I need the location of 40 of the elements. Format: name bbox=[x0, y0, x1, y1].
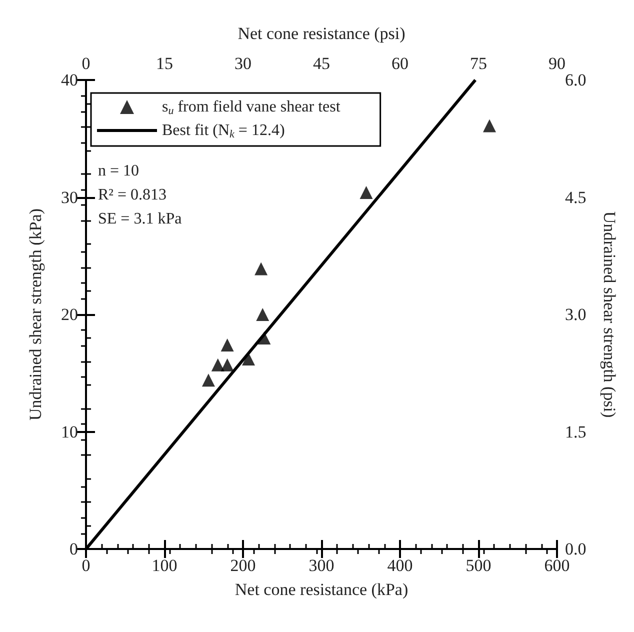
y-tick-label: 0 bbox=[70, 540, 78, 558]
y-tick-label: 20 bbox=[61, 305, 78, 324]
point bbox=[242, 352, 255, 366]
x-tick-label: 500 bbox=[466, 556, 492, 575]
x2-tick-label: 30 bbox=[234, 54, 252, 73]
y2-tick-label: 0.0 bbox=[565, 540, 586, 558]
x2-axis-title: Net cone resistance (psi) bbox=[238, 24, 406, 43]
annotation: R² = 0.813 bbox=[98, 186, 166, 204]
x-tick-label: 600 bbox=[544, 556, 570, 575]
x-tick-label: 100 bbox=[152, 556, 178, 575]
point bbox=[220, 338, 234, 352]
point bbox=[211, 358, 224, 372]
x-tick-label: 400 bbox=[387, 556, 413, 575]
point bbox=[220, 358, 234, 372]
annotation: n = 10 bbox=[98, 162, 140, 180]
y2-tick-label: 3.0 bbox=[565, 305, 586, 324]
y2-tick-label: 1.5 bbox=[565, 422, 586, 442]
x-tick-label: 300 bbox=[308, 556, 334, 575]
y-axis-title: Undrained shear strength (kPa) bbox=[26, 208, 45, 420]
y2-axis-title: Undrained shear strength (psi) bbox=[600, 211, 619, 418]
x2-tick-label: 0 bbox=[82, 54, 90, 73]
y-tick-label: 10 bbox=[61, 422, 78, 442]
point bbox=[360, 186, 373, 200]
y-tick-label: 30 bbox=[61, 188, 78, 207]
x2-tick-label: 75 bbox=[470, 54, 487, 73]
y2-tick-label: 4.5 bbox=[565, 188, 586, 207]
point bbox=[254, 262, 268, 276]
y-tick-label: 40 bbox=[61, 70, 78, 90]
x-tick-label: 0 bbox=[82, 556, 90, 575]
point bbox=[482, 119, 496, 132]
point bbox=[256, 308, 270, 321]
x2-tick-label: 90 bbox=[548, 54, 566, 73]
x2-tick-label: 60 bbox=[392, 54, 408, 73]
y2-tick-label: 6.0 bbox=[565, 70, 586, 90]
x-tick-label: 200 bbox=[230, 556, 256, 575]
annotation: SE = 3.1 kPa bbox=[98, 210, 182, 228]
point bbox=[202, 374, 215, 387]
x-axis-title: Net cone resistance (kPa) bbox=[234, 580, 408, 599]
x2-tick-label: 45 bbox=[313, 54, 330, 73]
x2-tick-label: 15 bbox=[156, 54, 173, 73]
